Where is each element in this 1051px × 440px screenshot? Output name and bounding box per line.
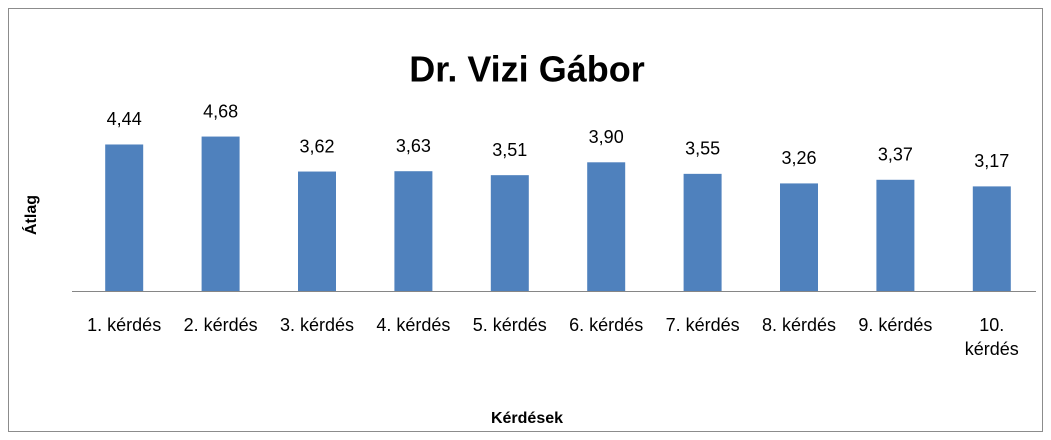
x-tick-label: 4. kérdés: [376, 315, 451, 335]
x-tick-label: 8. kérdés: [761, 315, 837, 335]
bar: [201, 136, 240, 291]
bar: [587, 162, 626, 291]
data-label: 3,62: [299, 136, 334, 156]
x-tick-label: 6. kérdés: [569, 315, 644, 335]
bar: [105, 144, 144, 291]
data-label: 3,17: [974, 151, 1009, 171]
x-tick-label: 3. kérdés: [279, 315, 355, 335]
bar: [876, 179, 915, 291]
data-label: 3,90: [589, 127, 624, 147]
x-tick-label: 2. kérdés: [183, 315, 258, 335]
x-axis-label: Kérdések: [491, 410, 563, 427]
data-label: 3,51: [492, 140, 527, 160]
chart-title: Dr. Vizi Gábor: [409, 49, 644, 90]
x-tick-label: 1. kérdés: [87, 315, 162, 335]
data-label: 4,68: [203, 101, 238, 121]
x-tick-label: 5. kérdés: [472, 315, 547, 335]
data-label: 3,26: [781, 148, 816, 168]
x-tick-label: 10. kérdés: [964, 315, 1019, 359]
y-axis-label: Átlag: [21, 195, 40, 235]
bar: [394, 171, 433, 291]
data-label: 3,63: [396, 136, 431, 156]
x-tick-label: 7. kérdés: [665, 315, 740, 335]
bar: [972, 186, 1011, 291]
bar: [298, 171, 336, 291]
bar: [780, 183, 818, 291]
x-tick-label: 9. kérdés: [858, 315, 933, 335]
data-label: 3,55: [685, 139, 720, 159]
bar: [490, 175, 529, 291]
data-label: 4,44: [107, 109, 142, 129]
data-label: 3,37: [878, 145, 913, 165]
bar: [683, 173, 722, 291]
